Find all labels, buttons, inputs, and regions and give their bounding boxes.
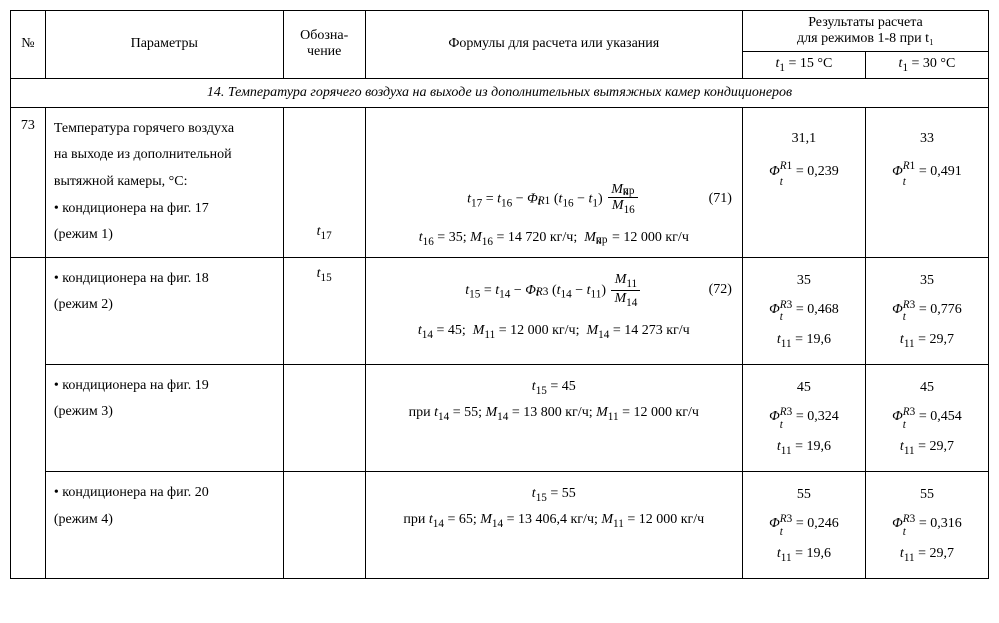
eq-num-71: (71) — [709, 191, 732, 207]
param-r3: • кондиционера на фиг. 19 (режим 3) — [45, 364, 283, 471]
under-71: t16 = 35; M16 = 14 720 кг/ч; Mкпр = 12 0… — [372, 230, 736, 248]
res-r2-15: 35 ΦtR3 = 0,468 t11 = 19,6 — [742, 257, 865, 364]
section-row: 14. Температура горячего воздуха на выхо… — [11, 78, 989, 107]
sym-r3 — [283, 364, 365, 471]
eq-r3b: при t14 = 55; M14 = 13 800 кг/ч; M11 = 1… — [372, 405, 736, 423]
row-num: 73 — [11, 107, 46, 257]
hdr-num: № — [11, 11, 46, 79]
eq-72: t15 = t14 − ΦtR3 (t14 − t11) M11M14 (72) — [372, 272, 736, 309]
pr4-1: • кондиционера на фиг. 20 — [54, 485, 209, 500]
pr3-1: • кондиционера на фиг. 19 — [54, 378, 209, 393]
r4-30a: 55 — [920, 487, 934, 502]
p73-4: • кондиционера на фиг. 17 — [54, 201, 209, 216]
pr4-2: (режим 4) — [54, 512, 113, 527]
formula-r2: t15 = t14 − ΦtR3 (t14 − t11) M11M14 (72)… — [365, 257, 742, 364]
res-73-30: 33 ΦtR1 = 0,491 — [865, 107, 988, 257]
calc-table: № Параметры Обозна-чение Формулы для рас… — [10, 10, 989, 579]
pr2-1: • кондиционера на фиг. 18 — [54, 271, 209, 286]
res-r4-30: 55 ΦtR3 = 0,316 t11 = 29,7 — [865, 471, 988, 578]
p73-1: Температура горячего воздуха — [54, 121, 234, 136]
row-73: 73 Температура горячего воздуха на выход… — [11, 107, 989, 257]
row-r3: • кондиционера на фиг. 19 (режим 3) t15 … — [11, 364, 989, 471]
formula-r3: t15 = 45 при t14 = 55; M14 = 13 800 кг/ч… — [365, 364, 742, 471]
sym-r2: t15 — [283, 257, 365, 364]
p73-3: вытяжной камеры, °C: — [54, 174, 188, 189]
row-r4: • кондиционера на фиг. 20 (режим 4) t15 … — [11, 471, 989, 578]
eq-r4b: при t14 = 65; M14 = 13 406,4 кг/ч; M11 =… — [372, 512, 736, 530]
hdr-formula: Формулы для расчета или указания — [365, 11, 742, 79]
sym-r4 — [283, 471, 365, 578]
hdr-col15: t1 = 15 °C — [742, 52, 865, 79]
eq-r3a: t15 = 45 — [372, 379, 736, 397]
res-r3-30: 45 ΦtR3 = 0,454 t11 = 29,7 — [865, 364, 988, 471]
pr3-2: (режим 3) — [54, 404, 113, 419]
formula-73: t17 = t16 − ΦtR1 (t16 − t1) MкпрM16 (71)… — [365, 107, 742, 257]
res-r4-15: 55 ΦtR3 = 0,246 t11 = 19,6 — [742, 471, 865, 578]
r73-15a: 31,1 — [792, 131, 817, 146]
r3-30a: 45 — [920, 380, 934, 395]
r73-30a: 33 — [920, 131, 934, 146]
param-r2: • кондиционера на фиг. 18 (режим 2) — [45, 257, 283, 364]
eq-r4a: t15 = 55 — [372, 486, 736, 504]
hdr-oboz: Обозна-чение — [283, 11, 365, 79]
r2-15a: 35 — [797, 273, 811, 288]
res-r3-15: 45 ΦtR3 = 0,324 t11 = 19,6 — [742, 364, 865, 471]
hdr-results-sub: для режимов 1-8 при t₁ — [797, 31, 934, 46]
r2-30a: 35 — [920, 273, 934, 288]
row-num-empty — [11, 257, 46, 578]
formula-r4: t15 = 55 при t14 = 65; M14 = 13 406,4 кг… — [365, 471, 742, 578]
sym-73: t17 — [283, 107, 365, 257]
param-r4: • кондиционера на фиг. 20 (режим 4) — [45, 471, 283, 578]
p73-5: (режим 1) — [54, 227, 113, 242]
p73-2: на выходе из дополнительной — [54, 147, 232, 162]
r3-15a: 45 — [797, 380, 811, 395]
under-72: t14 = 45; M11 = 12 000 кг/ч; M14 = 14 27… — [372, 323, 736, 341]
hdr-results-top: Результаты расчета — [808, 15, 923, 30]
section-title: 14. Температура горячего воздуха на выхо… — [11, 78, 989, 107]
hdr-results: Результаты расчета для режимов 1-8 при t… — [742, 11, 988, 52]
res-r2-30: 35 ΦtR3 = 0,776 t11 = 29,7 — [865, 257, 988, 364]
eq-71: t17 = t16 − ΦtR1 (t16 − t1) MкпрM16 (71) — [372, 182, 736, 217]
header-row-1: № Параметры Обозна-чение Формулы для рас… — [11, 11, 989, 52]
pr2-2: (режим 2) — [54, 297, 113, 312]
hdr-col30: t1 = 30 °C — [865, 52, 988, 79]
eq-num-72: (72) — [709, 282, 732, 298]
row-r2: • кондиционера на фиг. 18 (режим 2) t15 … — [11, 257, 989, 364]
res-73-15: 31,1 ΦtR1 = 0,239 — [742, 107, 865, 257]
param-73: Температура горячего воздуха на выходе и… — [45, 107, 283, 257]
hdr-params: Параметры — [45, 11, 283, 79]
r4-15a: 55 — [797, 487, 811, 502]
